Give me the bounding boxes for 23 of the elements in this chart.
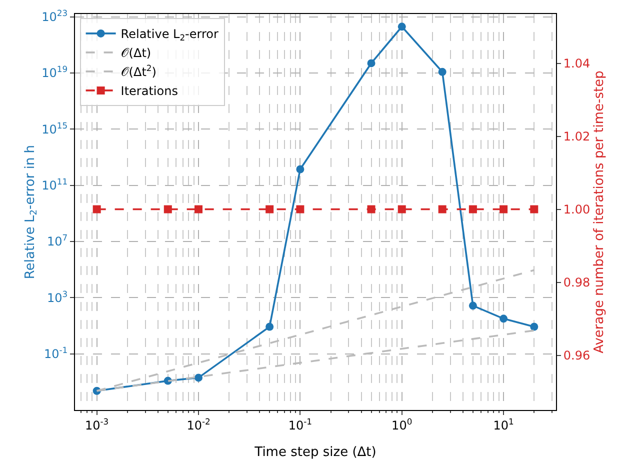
y-tick-label: 10$^{3}$ [46,288,68,305]
y-tick-label: 10$^{11}$ [42,176,68,193]
x-tick-label: 10$^{-3}$ [85,416,109,432]
x-tick-label: 10$^{-2}$ [186,416,210,432]
x-tick-label: 10$^{0}$ [392,416,412,432]
y-tick-label: 10$^{23}$ [42,8,68,24]
x-axis-title: Time step size (Δt) [254,445,376,460]
y-tick-label: 10$^{15}$ [42,120,68,136]
y-tick-label: 10$^{19}$ [42,64,68,80]
y-tick-label: 10$^{-1}$ [44,345,68,362]
legend-label: 𝒪(Δt$^{2}$) [120,63,156,80]
y2-axis-title: Average number of iterations per time-step [592,70,608,354]
y2-tick-label: 1.02 [563,129,590,144]
y2-tick-label: 1.00 [563,202,590,216]
y2-tick-label: 0.96 [563,348,590,362]
y-tick-label: 10$^{7}$ [46,232,68,249]
legend-label: Iterations [120,84,178,98]
x-tick-label: 10$^{1}$ [493,416,514,432]
legend-label: Relative L$_{2}$-error [120,27,219,43]
y2-tick-label: 1.04 [563,56,590,70]
y2-tick-label: 0.98 [563,275,590,290]
legend-label: 𝒪(Δt) [120,46,152,60]
x-tick-label: 10$^{-1}$ [288,416,312,432]
